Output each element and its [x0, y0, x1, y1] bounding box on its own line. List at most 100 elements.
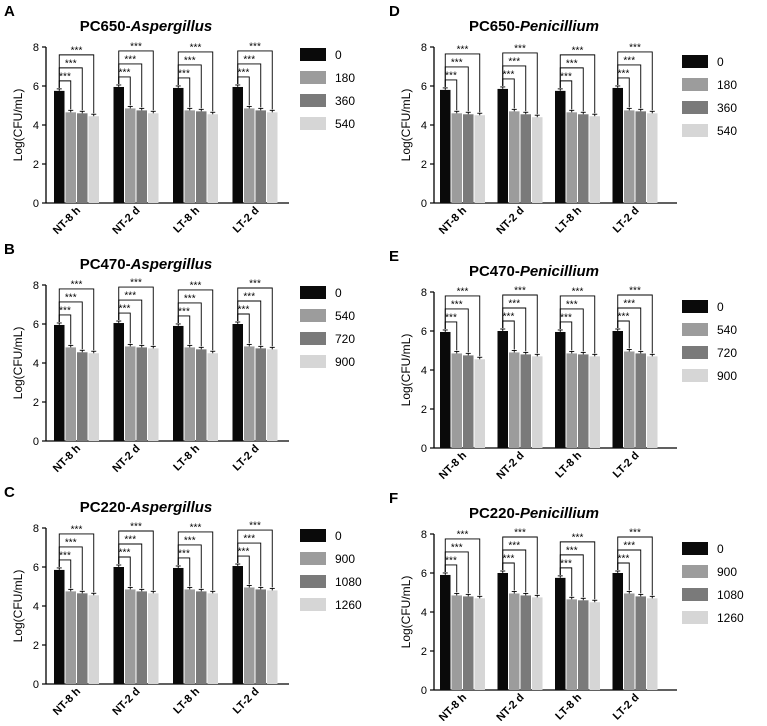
legend-label: 900 — [335, 552, 355, 566]
y-tick-label: 0 — [421, 198, 427, 210]
significance-label: *** — [514, 528, 526, 539]
y-tick-label: 6 — [33, 562, 39, 574]
chart-title: PC650-Penicillium — [469, 18, 599, 35]
bar — [232, 324, 243, 441]
y-tick-label: 8 — [421, 287, 427, 299]
legend-swatch — [300, 117, 326, 130]
bar — [451, 113, 462, 203]
bar — [555, 90, 566, 203]
significance-bracket — [237, 529, 273, 588]
legend-label: 900 — [335, 355, 355, 369]
significance-label: *** — [184, 55, 196, 66]
bar — [440, 574, 451, 690]
legend-swatch — [300, 355, 326, 368]
x-category-label: NT-2 d — [110, 686, 142, 718]
significance-label: *** — [190, 42, 202, 53]
y-tick-label: 0 — [421, 443, 427, 455]
significance-label: *** — [238, 67, 250, 78]
bar — [589, 602, 600, 690]
y-tick-label: 2 — [33, 397, 39, 409]
legend-label: 900 — [717, 369, 737, 383]
legend-label: 540 — [335, 117, 355, 131]
significance-label: *** — [503, 312, 515, 323]
chart-panel-c: C PC220-Aspergillus 0 2 4 6 8 Log(CFU/mL) *** ***… — [4, 484, 362, 718]
significance-label: *** — [124, 291, 136, 302]
y-tick-label: 4 — [421, 607, 427, 619]
bar — [65, 112, 76, 203]
significance-bracket — [58, 54, 95, 114]
y-tick-label: 2 — [33, 159, 39, 171]
bar — [267, 349, 278, 441]
significance-label: *** — [457, 529, 469, 540]
bar — [88, 595, 99, 684]
bar — [113, 86, 124, 203]
bar — [148, 593, 159, 684]
significance-label: *** — [190, 280, 202, 291]
significance-label: *** — [572, 45, 584, 56]
bar — [578, 114, 589, 203]
bar — [520, 354, 531, 448]
significance-label: *** — [71, 45, 83, 56]
significance-label: *** — [130, 41, 142, 52]
legend-label: 1080 — [335, 575, 362, 589]
chart-title-genus: Aspergillus — [130, 256, 213, 273]
significance-label: *** — [560, 71, 572, 82]
significance-label: *** — [178, 68, 190, 79]
significance-label: *** — [65, 58, 77, 69]
significance-bracket — [559, 541, 596, 600]
legend-swatch — [300, 552, 326, 565]
legend-swatch — [682, 542, 708, 555]
x-category-label: NT-8 h — [51, 442, 83, 474]
y-tick-label: 6 — [33, 319, 39, 331]
bar — [566, 599, 577, 690]
bar — [555, 577, 566, 690]
significance-label: *** — [249, 279, 261, 290]
significance-label: *** — [59, 305, 71, 316]
significance-label: *** — [249, 41, 261, 52]
legend-label: 1260 — [335, 598, 362, 612]
significance-label: *** — [629, 42, 641, 53]
bar — [173, 325, 184, 441]
significance-label: *** — [572, 532, 584, 543]
bar — [566, 112, 577, 203]
significance-label: *** — [508, 299, 520, 310]
bar — [173, 567, 184, 684]
significance-label: *** — [451, 299, 463, 310]
bar — [612, 87, 623, 203]
legend-label: 900 — [717, 565, 737, 579]
significance-label: *** — [629, 286, 641, 297]
significance-label: *** — [629, 528, 641, 539]
y-tick-label: 8 — [421, 529, 427, 541]
x-category-label: LT-8 h — [553, 691, 584, 721]
chart-title-genus: Penicillium — [520, 505, 599, 522]
chart-panel-e: E PC470-Penicillium 0 2 4 6 8 Log(CFU/mL) *** ***… — [389, 248, 737, 482]
significance-bracket — [617, 536, 653, 596]
x-category-label: NT-8 h — [51, 685, 83, 717]
y-tick-label: 4 — [421, 120, 427, 132]
significance-label: *** — [130, 522, 142, 533]
bar — [232, 566, 243, 684]
legend-label: 540 — [717, 124, 737, 138]
significance-label: *** — [503, 554, 515, 565]
significance-label: *** — [623, 299, 635, 310]
y-tick-label: 0 — [33, 679, 39, 691]
significance-bracket — [118, 50, 154, 111]
significance-bracket — [617, 51, 653, 111]
bar — [520, 595, 531, 690]
legend-label: 0 — [335, 529, 342, 543]
x-category-label: NT-2 d — [494, 692, 526, 721]
bar — [635, 596, 646, 690]
y-tick-label: 8 — [421, 42, 427, 54]
legend-swatch — [682, 300, 708, 313]
significance-bracket — [177, 289, 214, 351]
bar — [113, 323, 124, 441]
x-category-label: NT-2 d — [494, 450, 526, 482]
legend-swatch — [682, 124, 708, 137]
y-tick-label: 0 — [33, 198, 39, 210]
bar — [440, 89, 451, 203]
legend-swatch — [300, 529, 326, 542]
y-tick-label: 0 — [33, 436, 39, 448]
bar — [255, 589, 266, 684]
bar — [624, 110, 635, 203]
significance-label: *** — [243, 534, 255, 545]
